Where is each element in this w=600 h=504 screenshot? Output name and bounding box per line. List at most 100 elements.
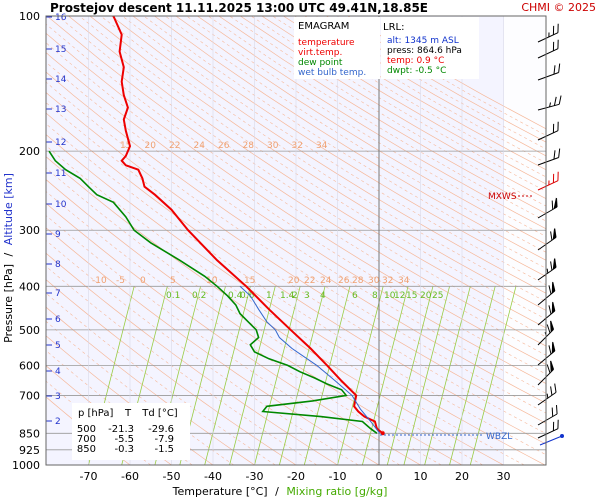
altitude-tick-label: 5 (55, 341, 61, 351)
legend-item-virt-temp: virt.temp. (298, 48, 342, 58)
adiabat-label: -5 (116, 276, 125, 286)
mixing-ratio-label: 20 (420, 291, 432, 301)
lrl-title: LRL: (383, 22, 404, 33)
altitude-tick-label: 2 (55, 417, 61, 427)
y-label-altitude: Altitude [km] (2, 173, 15, 245)
legend: EMAGRAM temperature virt.temp. dew point… (294, 17, 380, 79)
adiabat-label: 22 (304, 276, 315, 286)
pressure-tick-label: 850 (19, 427, 40, 440)
pressure-tick-label: 925 (19, 444, 40, 457)
adiabat-label: 32 (382, 276, 393, 286)
adiabat-label: 28 (352, 276, 364, 286)
legend-title: EMAGRAM (298, 21, 349, 32)
pressure-tick-label: 300 (19, 224, 40, 237)
altitude-tick-label: 13 (55, 105, 66, 115)
sounding-table: p [hPa] T Td [°C] 500 -21.3 -29.6 700 -5… (72, 403, 190, 460)
adiabat-label: 30 (368, 276, 380, 286)
adiabat-label: 32 (292, 141, 303, 151)
wind-barb-pennant (548, 228, 560, 240)
altitude-tick-label: 14 (55, 75, 67, 85)
temperature-tick-label: -60 (121, 470, 139, 483)
wind-barb-flag (555, 122, 562, 131)
x-label-temperature: Temperature [°C] (172, 485, 268, 498)
table-header-p: p [hPa] (78, 408, 113, 419)
wind-barb-lrl-dot (560, 434, 564, 438)
y-axis-label: Pressure [hPa] / Altitude [km] (2, 173, 15, 343)
wind-barb-flag (555, 40, 562, 49)
mixing-ratio-label: 0.1 (166, 291, 180, 301)
temperature-tick-label: -50 (163, 470, 181, 483)
altitude-tick-label: 15 (55, 45, 66, 55)
mixing-ratio-label: 0.2 (192, 291, 206, 301)
temperature-tick-label: -70 (80, 470, 98, 483)
altitude-tick-label: 9 (55, 230, 61, 240)
wind-barb-flag (555, 420, 562, 429)
table-cell: -1.5 (154, 444, 174, 455)
altitude-tick-label: 11 (55, 169, 66, 179)
wind-barb-pennant (546, 301, 558, 313)
altitude-tick-label: 10 (55, 200, 67, 210)
adiabat-label: 24 (320, 276, 332, 286)
legend-item-dew-point: dew point (298, 58, 343, 68)
wind-barb-flag (555, 24, 562, 33)
altitude-tick-label: 3 (55, 392, 61, 402)
altitude-tick-label: 4 (55, 367, 61, 377)
adiabat-label: 5 (170, 276, 176, 286)
altitude-tick-label: 7 (55, 289, 61, 299)
temperature-tick-label: 30 (497, 470, 511, 483)
table-cell: -0.3 (114, 444, 134, 455)
pressure-tick-label: 1000 (12, 459, 40, 472)
table-header-td: Td [°C] (141, 408, 178, 419)
y-label-sep: / (2, 252, 15, 256)
altitude-tick-label: 8 (55, 260, 61, 270)
pressure-tick-label: 500 (19, 324, 40, 337)
pressure-tick-label: 100 (19, 10, 40, 23)
lrl-press: press: 864.6 hPa (387, 46, 462, 56)
altitude-tick-label: 12 (55, 138, 66, 148)
legend-item-wet-bulb: wet bulb temp. (298, 68, 366, 78)
pressure-tick-label: 600 (19, 359, 40, 372)
mixing-ratio-label: 1 (266, 291, 272, 301)
table-cell: 850 (77, 444, 96, 455)
x-axis-label: Temperature [°C] / Mixing ratio [g/kg] (172, 485, 388, 498)
altitude-tick-label: 6 (55, 315, 61, 325)
mixing-ratio-label: 2 (292, 291, 298, 301)
adiabat-label: 30 (267, 141, 279, 151)
temperature-tick-label: -40 (204, 470, 222, 483)
wind-barb-flag (553, 405, 560, 414)
adiabat-label: 20 (288, 276, 300, 286)
wind-barb-pennant (548, 258, 560, 270)
lrl-temp: temp: 0.9 °C (387, 56, 444, 66)
temperature-tick-label: -10 (329, 470, 347, 483)
wind-barb-pennant (549, 197, 560, 209)
mixing-ratio-label: 3 (304, 291, 310, 301)
temperature-tick-label: -30 (246, 470, 264, 483)
wbzl-label: WBZL (486, 432, 512, 442)
adiabat-label: 34 (398, 276, 410, 286)
x-label-mixing: Mixing ratio [g/kg] (286, 485, 387, 498)
adiabat-label: 20 (145, 141, 157, 151)
table-header-t: T (124, 408, 132, 419)
mixing-ratio-label: 8 (372, 291, 378, 301)
brand-label: CHMI © 2025 (521, 1, 596, 14)
lrl-dwpt: dwpt: -0.5 °C (387, 66, 446, 76)
lrl-alt: alt: 1345 m ASL (387, 36, 459, 46)
adiabat-label: 26 (218, 141, 230, 151)
y-label-pressure: Pressure [hPa] (2, 264, 15, 343)
pressure-tick-label: 400 (19, 280, 40, 293)
svg-text:Pressure [hPa] / A: Pressure [hPa] / Altitude [km] (2, 173, 15, 343)
pressure-tick-label: 700 (19, 389, 40, 402)
wind-barb-pennant (546, 281, 558, 293)
wind-barb-flag (557, 96, 563, 105)
adiabat-label: 0 (140, 276, 146, 286)
chart-title: Prostejov descent 11.11.2025 13:00 UTC 4… (50, 1, 428, 15)
mxws-label: MXWS (488, 192, 517, 202)
adiabat-label: 34 (316, 141, 328, 151)
adiabat-label: 22 (169, 141, 180, 151)
mixing-ratio-label: 6 (352, 291, 358, 301)
wind-barb-flag (556, 149, 562, 158)
wind-barb-flag (555, 172, 562, 181)
wind-barb-pennant (546, 341, 558, 353)
